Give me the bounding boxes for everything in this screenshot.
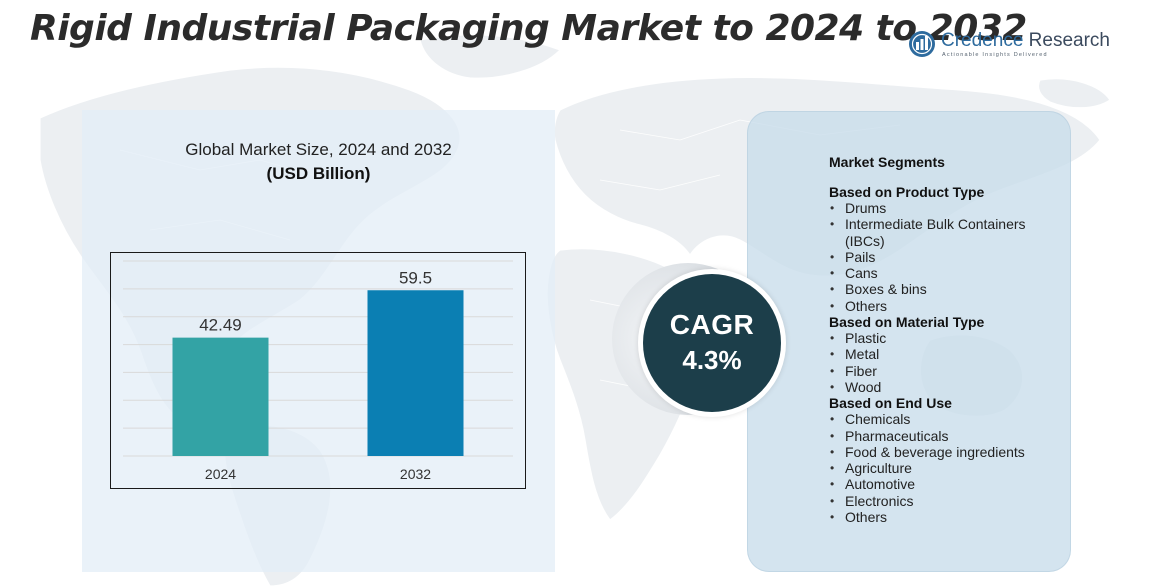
segment-item: Fiber [829,363,1065,380]
cagr-value: 4.3% [682,345,742,375]
segment-list: DrumsIntermediate Bulk Containers (IBCs)… [829,200,1065,314]
segment-item: Others [829,298,1065,315]
segment-item: Wood [829,379,1065,396]
segment-list: ChemicalsPharmaceuticalsFood & beverage … [829,411,1065,525]
chart-x-tick-label: 2032 [400,466,431,482]
segment-item: Food & beverage ingredients [829,444,1065,461]
brand-tagline: Actionable Insights Delivered [942,52,1048,58]
cagr-label: CAGR [669,309,755,340]
chart-data-label: 59.5 [399,268,432,287]
market-segments: Market Segments Based on Product TypeDru… [829,154,1065,526]
cagr-badge: CAGR 4.3% [612,250,787,425]
segment-item: Metal [829,346,1065,363]
segment-item: Electronics [829,493,1065,510]
segment-group-title: Based on Material Type [829,314,985,331]
chart-x-tick-label: 2024 [205,466,236,482]
segment-item: Others [829,509,1065,526]
brand-name: Credence Research [941,30,1110,52]
market-size-panel: Global Market Size, 2024 and 2032 (USD B… [82,110,555,572]
segment-item: Plastic [829,330,1065,347]
chart-subtitle: (USD Billion) [266,164,371,183]
bar-chart: 42.49 2024 59.5 2032 [123,260,513,482]
chart-title: Global Market Size, 2024 and 2032 [185,140,452,159]
bar-chart-frame: 42.49 2024 59.5 2032 [110,252,526,489]
brand-name-part2: Research [1023,30,1110,51]
segment-item: Intermediate Bulk Containers (IBCs) [829,216,1065,249]
chart-bar [172,337,269,456]
segments-heading: Market Segments [829,154,945,170]
segment-item: Pails [829,249,1065,266]
segment-item: Automotive [829,476,1065,493]
segment-item: Cans [829,265,1065,282]
brand-name-part1: Credence [941,30,1024,51]
segment-group-title: Based on Product Type [829,184,985,200]
segment-item: Drums [829,200,1065,217]
segment-item: Boxes & bins [829,281,1065,298]
brand-logo[interactable]: Credence Research Actionable Insights De… [908,28,1110,62]
segment-item: Agriculture [829,460,1065,477]
chart-data-label: 42.49 [199,316,242,335]
segment-item: Chemicals [829,411,1065,428]
segment-list: PlasticMetalFiberWood [829,330,1065,395]
cagr-circle: CAGR 4.3% [643,274,781,412]
segment-item: Pharmaceuticals [829,428,1065,445]
chart-bar [367,290,464,456]
segment-group-title: Based on End Use [829,395,952,412]
globe-logo-icon [909,31,935,57]
page-title: Rigid Industrial Packaging Market to 202… [30,8,1027,49]
segments-panel: Market Segments Based on Product TypeDru… [747,111,1071,572]
